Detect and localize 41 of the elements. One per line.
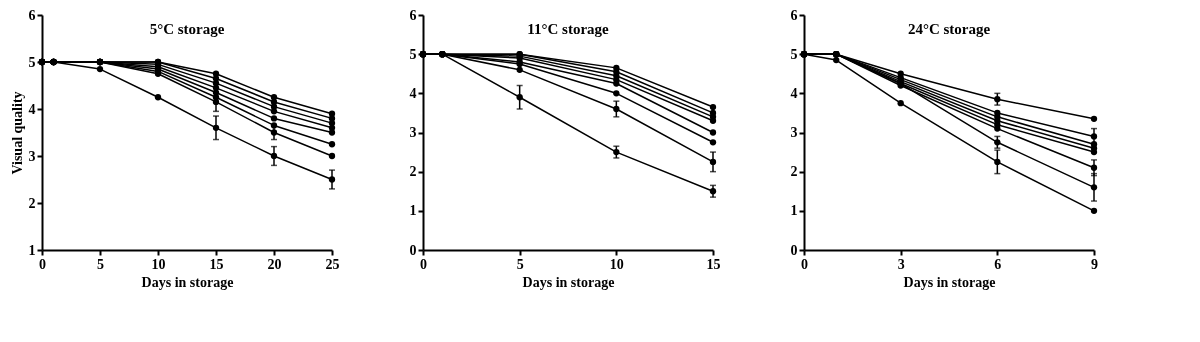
x-axis-title: Days in storage — [903, 274, 996, 290]
x-tick-label: 5 — [97, 256, 104, 272]
y-tick-label: 5 — [409, 46, 417, 62]
y-tick-label: 3 — [28, 148, 36, 164]
y-tick-label: 2 — [790, 164, 798, 180]
y-tick-label: 1 — [790, 203, 798, 219]
x-tick-label: 15 — [706, 256, 721, 272]
chart-title: 5°C storage — [149, 21, 225, 37]
x-tick-label: 20 — [267, 256, 282, 272]
x-tick-label: 9 — [1091, 256, 1098, 272]
y-tick-label: 0 — [790, 242, 798, 258]
x-tick-label: 0 — [801, 256, 808, 272]
y-axis-title: Visual quality — [9, 91, 25, 175]
y-tick-label: 4 — [409, 85, 417, 101]
y-tick-label: 6 — [28, 7, 36, 23]
x-tick-label: 5 — [516, 256, 524, 272]
y-tick-label: 5 — [790, 46, 798, 62]
y-tick-label: 2 — [28, 195, 36, 211]
y-tick-label: 3 — [409, 125, 417, 140]
y-tick-label: 5 — [28, 54, 36, 70]
x-tick-label: 0 — [39, 256, 46, 272]
y-tick-label: 4 — [790, 85, 798, 101]
y-tick-label: 1 — [28, 242, 36, 258]
x-axis-title: Days in storage — [141, 274, 234, 290]
x-axis-title: Days in storage — [522, 274, 615, 290]
x-tick-label: 6 — [994, 256, 1002, 272]
x-tick-label: 10 — [609, 256, 624, 272]
x-tick-label: 3 — [897, 256, 905, 272]
y-tick-label: 6 — [790, 7, 798, 23]
x-tick-label: 15 — [209, 256, 224, 272]
y-tick-label: 1 — [409, 203, 417, 219]
chart-title: 11°C storage — [527, 21, 610, 37]
y-tick-label: 6 — [409, 7, 417, 23]
chart-title: 24°C storage — [907, 21, 991, 37]
y-tick-label: 0 — [409, 242, 417, 258]
x-tick-label: 0 — [420, 256, 427, 272]
y-tick-label: 4 — [28, 101, 36, 117]
y-tick-label: 3 — [790, 125, 798, 140]
y-tick-label: 2 — [409, 164, 417, 180]
x-tick-label: 25 — [325, 256, 340, 272]
x-tick-label: 10 — [151, 256, 166, 272]
